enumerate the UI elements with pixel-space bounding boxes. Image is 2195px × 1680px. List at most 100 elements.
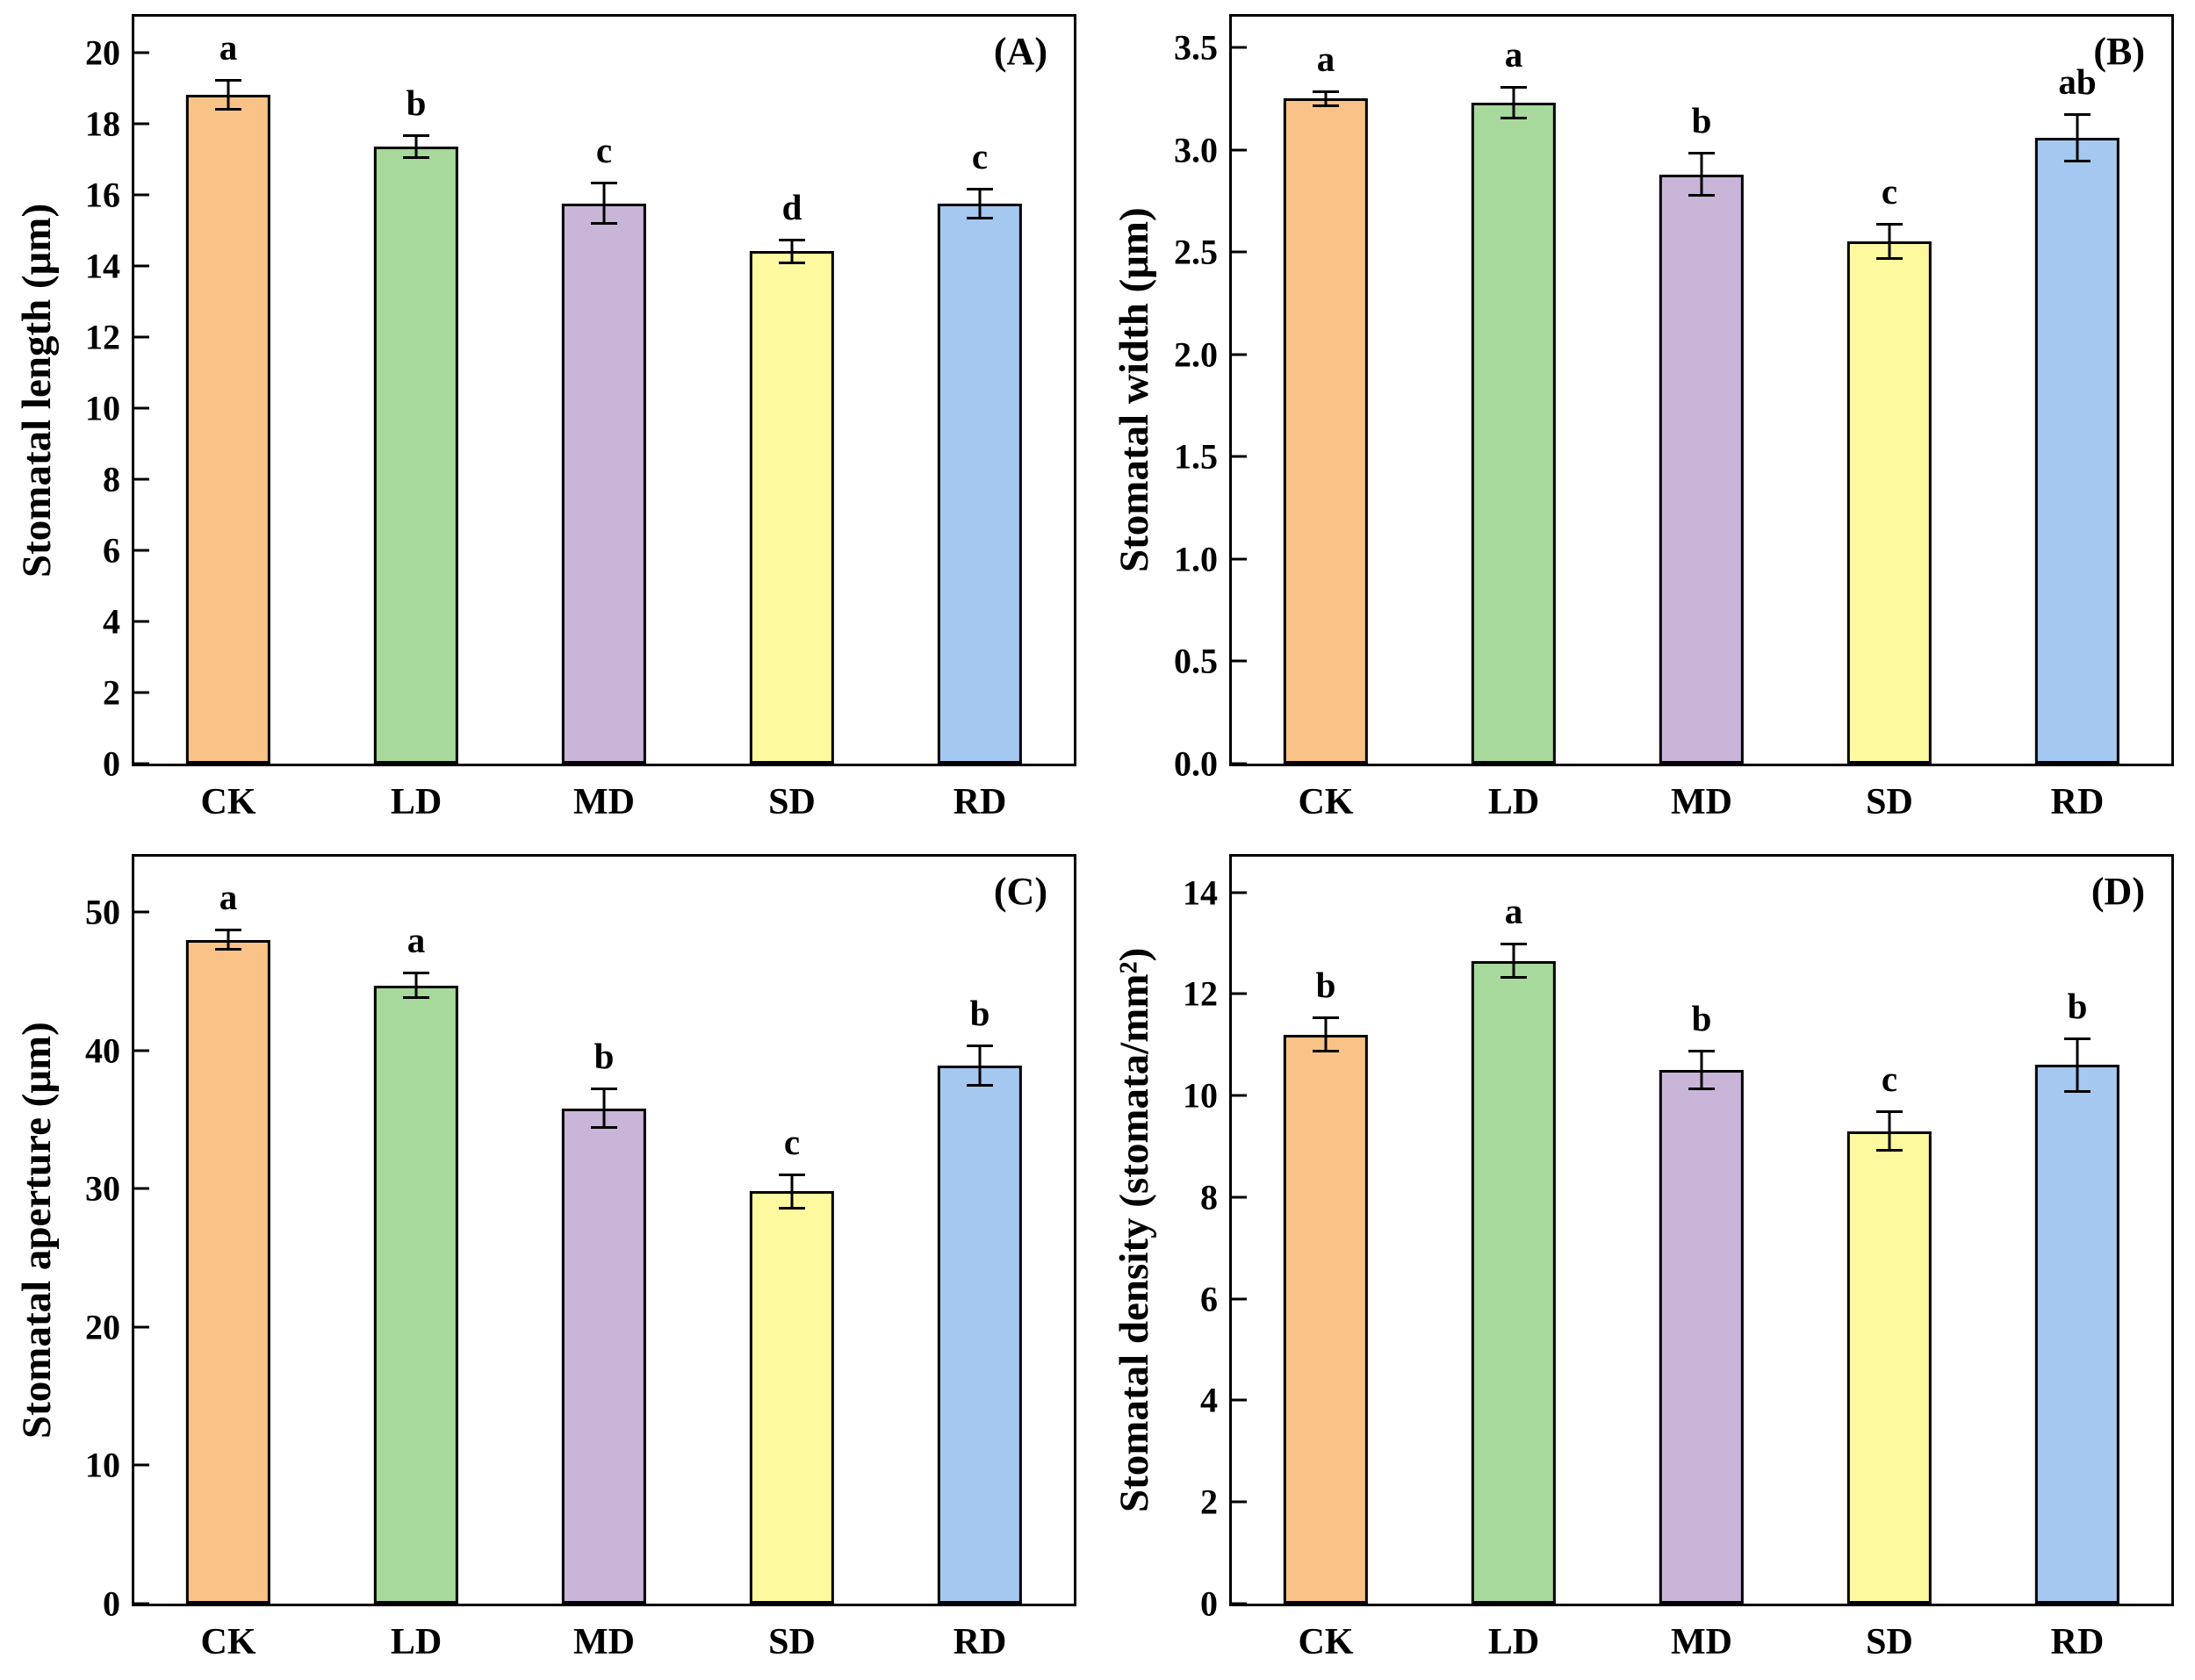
bar (1659, 174, 1745, 764)
plot-area: (B) 0.0 0.5 1.0 1.5 2.0 2.5 3.0 3.5 a CK a LD b MD c SD… (1174, 14, 2174, 822)
x-category-label: MD (573, 782, 635, 822)
error-bar (403, 133, 429, 160)
y-tick-mark (1232, 557, 1247, 561)
y-tick-label: 16 (85, 175, 120, 215)
bar (373, 146, 459, 764)
x-category-label: LD (390, 782, 443, 822)
y-tick-mark (1232, 1500, 1247, 1504)
y-tick-mark (1232, 1195, 1247, 1199)
panel-label: (A) (993, 30, 1047, 73)
y-tick-mark (134, 193, 149, 197)
error-bar (591, 1088, 617, 1130)
error-bar (1313, 1016, 1339, 1052)
x-category-label: CK (200, 1622, 256, 1662)
y-tick-mark (134, 762, 149, 765)
bar (1283, 98, 1369, 764)
error-bar (1876, 223, 1903, 261)
y-tick-label: 12 (1183, 973, 1218, 1014)
panel-label: (B) (2093, 30, 2145, 73)
error-bar (215, 928, 241, 951)
y-tick-mark (1232, 1398, 1247, 1402)
y-tick-label: 0 (103, 743, 120, 784)
error-bar (967, 187, 993, 219)
y-tick-mark (1232, 659, 1247, 663)
y-tick-label: 0 (1200, 1583, 1218, 1624)
sig-letter: ab (2058, 61, 2097, 102)
y-tick-label: 40 (85, 1030, 120, 1071)
y-tick-label: 2 (1200, 1482, 1218, 1522)
sig-letter: b (1691, 997, 1712, 1038)
y-axis-label: Stomatal aperture (μm) (14, 1022, 60, 1439)
y-tick-label: 6 (1200, 1279, 1218, 1319)
bar (1283, 1034, 1369, 1604)
x-category-label: LD (1487, 1622, 1540, 1662)
y-tick-label: 3.0 (1174, 130, 1218, 170)
sig-letter: b (406, 82, 427, 123)
error-bar (591, 182, 617, 226)
panel-a: Stomatal length (μm) (A) 0 2 4 6 8 10 12 14 16 18… (0, 0, 1098, 840)
y-tick-label: 2 (103, 672, 120, 713)
plot-area: (A) 0 2 4 6 8 10 12 14 16 18 20 a CK b LD c MD d SD c RD (85, 14, 1076, 822)
y-tick-mark (134, 549, 149, 552)
y-tick-mark (134, 910, 149, 914)
sig-letter: b (1691, 99, 1712, 140)
panel-label: (C) (993, 870, 1047, 913)
sig-letter: c (783, 1121, 801, 1162)
panel-c: Stomatal aperture (μm) (C) 0 10 20 30 40 50 a C… (0, 840, 1098, 1680)
x-category-label: RD (953, 1622, 1007, 1662)
plot-area: (D) 0 2 4 6 8 10 12 14 b CK a LD b MD c SD b RD (1183, 854, 2174, 1662)
sig-letter: a (407, 919, 426, 960)
y-tick-mark (134, 1463, 149, 1467)
sig-letter: b (1315, 965, 1336, 1006)
sig-letter: b (969, 993, 990, 1034)
error-bar (779, 239, 805, 264)
bar (937, 1065, 1023, 1604)
error-bar (1688, 151, 1715, 197)
y-axis-label: Stomatal length (μm) (14, 203, 60, 578)
y-tick-label: 8 (1200, 1177, 1218, 1217)
bar (2034, 137, 2120, 764)
y-tick-label: 10 (85, 1445, 120, 1485)
bar (185, 95, 271, 764)
sig-letter: a (1504, 891, 1523, 932)
x-category-label: MD (573, 1622, 635, 1662)
y-tick-label: 30 (85, 1168, 120, 1209)
bar (749, 1191, 835, 1604)
x-category-label: CK (200, 782, 256, 822)
x-category-label: RD (2050, 782, 2105, 822)
error-bar (215, 78, 241, 111)
y-tick-mark (1232, 891, 1247, 894)
x-category-label: CK (1298, 782, 1354, 822)
bar (1659, 1070, 1745, 1604)
y-tick-mark (134, 122, 149, 126)
x-category-label: SD (1866, 1622, 1913, 1662)
y-tick-label: 1.0 (1174, 539, 1218, 579)
bar (561, 1108, 647, 1604)
bar (373, 985, 459, 1604)
sig-letter: b (2067, 985, 2088, 1026)
bar (185, 939, 271, 1604)
y-tick-mark (1232, 46, 1247, 49)
x-category-label: LD (390, 1622, 443, 1662)
y-tick-label: 6 (103, 530, 120, 571)
y-tick-label: 3.5 (1174, 27, 1218, 68)
sig-letter: d (781, 187, 802, 228)
y-tick-label: 4 (1200, 1380, 1218, 1420)
y-tick-mark (134, 1602, 149, 1605)
plot-area: (C) 0 10 20 30 40 50 a CK a LD b MD c SD b RD (85, 854, 1076, 1662)
x-category-label: SD (768, 782, 816, 822)
bar (749, 251, 835, 764)
y-tick-label: 20 (85, 32, 120, 73)
error-bar (2064, 112, 2091, 162)
y-tick-mark (1232, 1094, 1247, 1097)
error-bar (2064, 1037, 2091, 1094)
error-bar (403, 971, 429, 1000)
bar (937, 203, 1023, 764)
bar (1471, 102, 1557, 764)
y-tick-label: 20 (85, 1307, 120, 1347)
y-tick-mark (134, 51, 149, 54)
y-tick-label: 8 (103, 459, 120, 499)
y-tick-mark (134, 406, 149, 410)
sig-letter: a (219, 876, 238, 917)
